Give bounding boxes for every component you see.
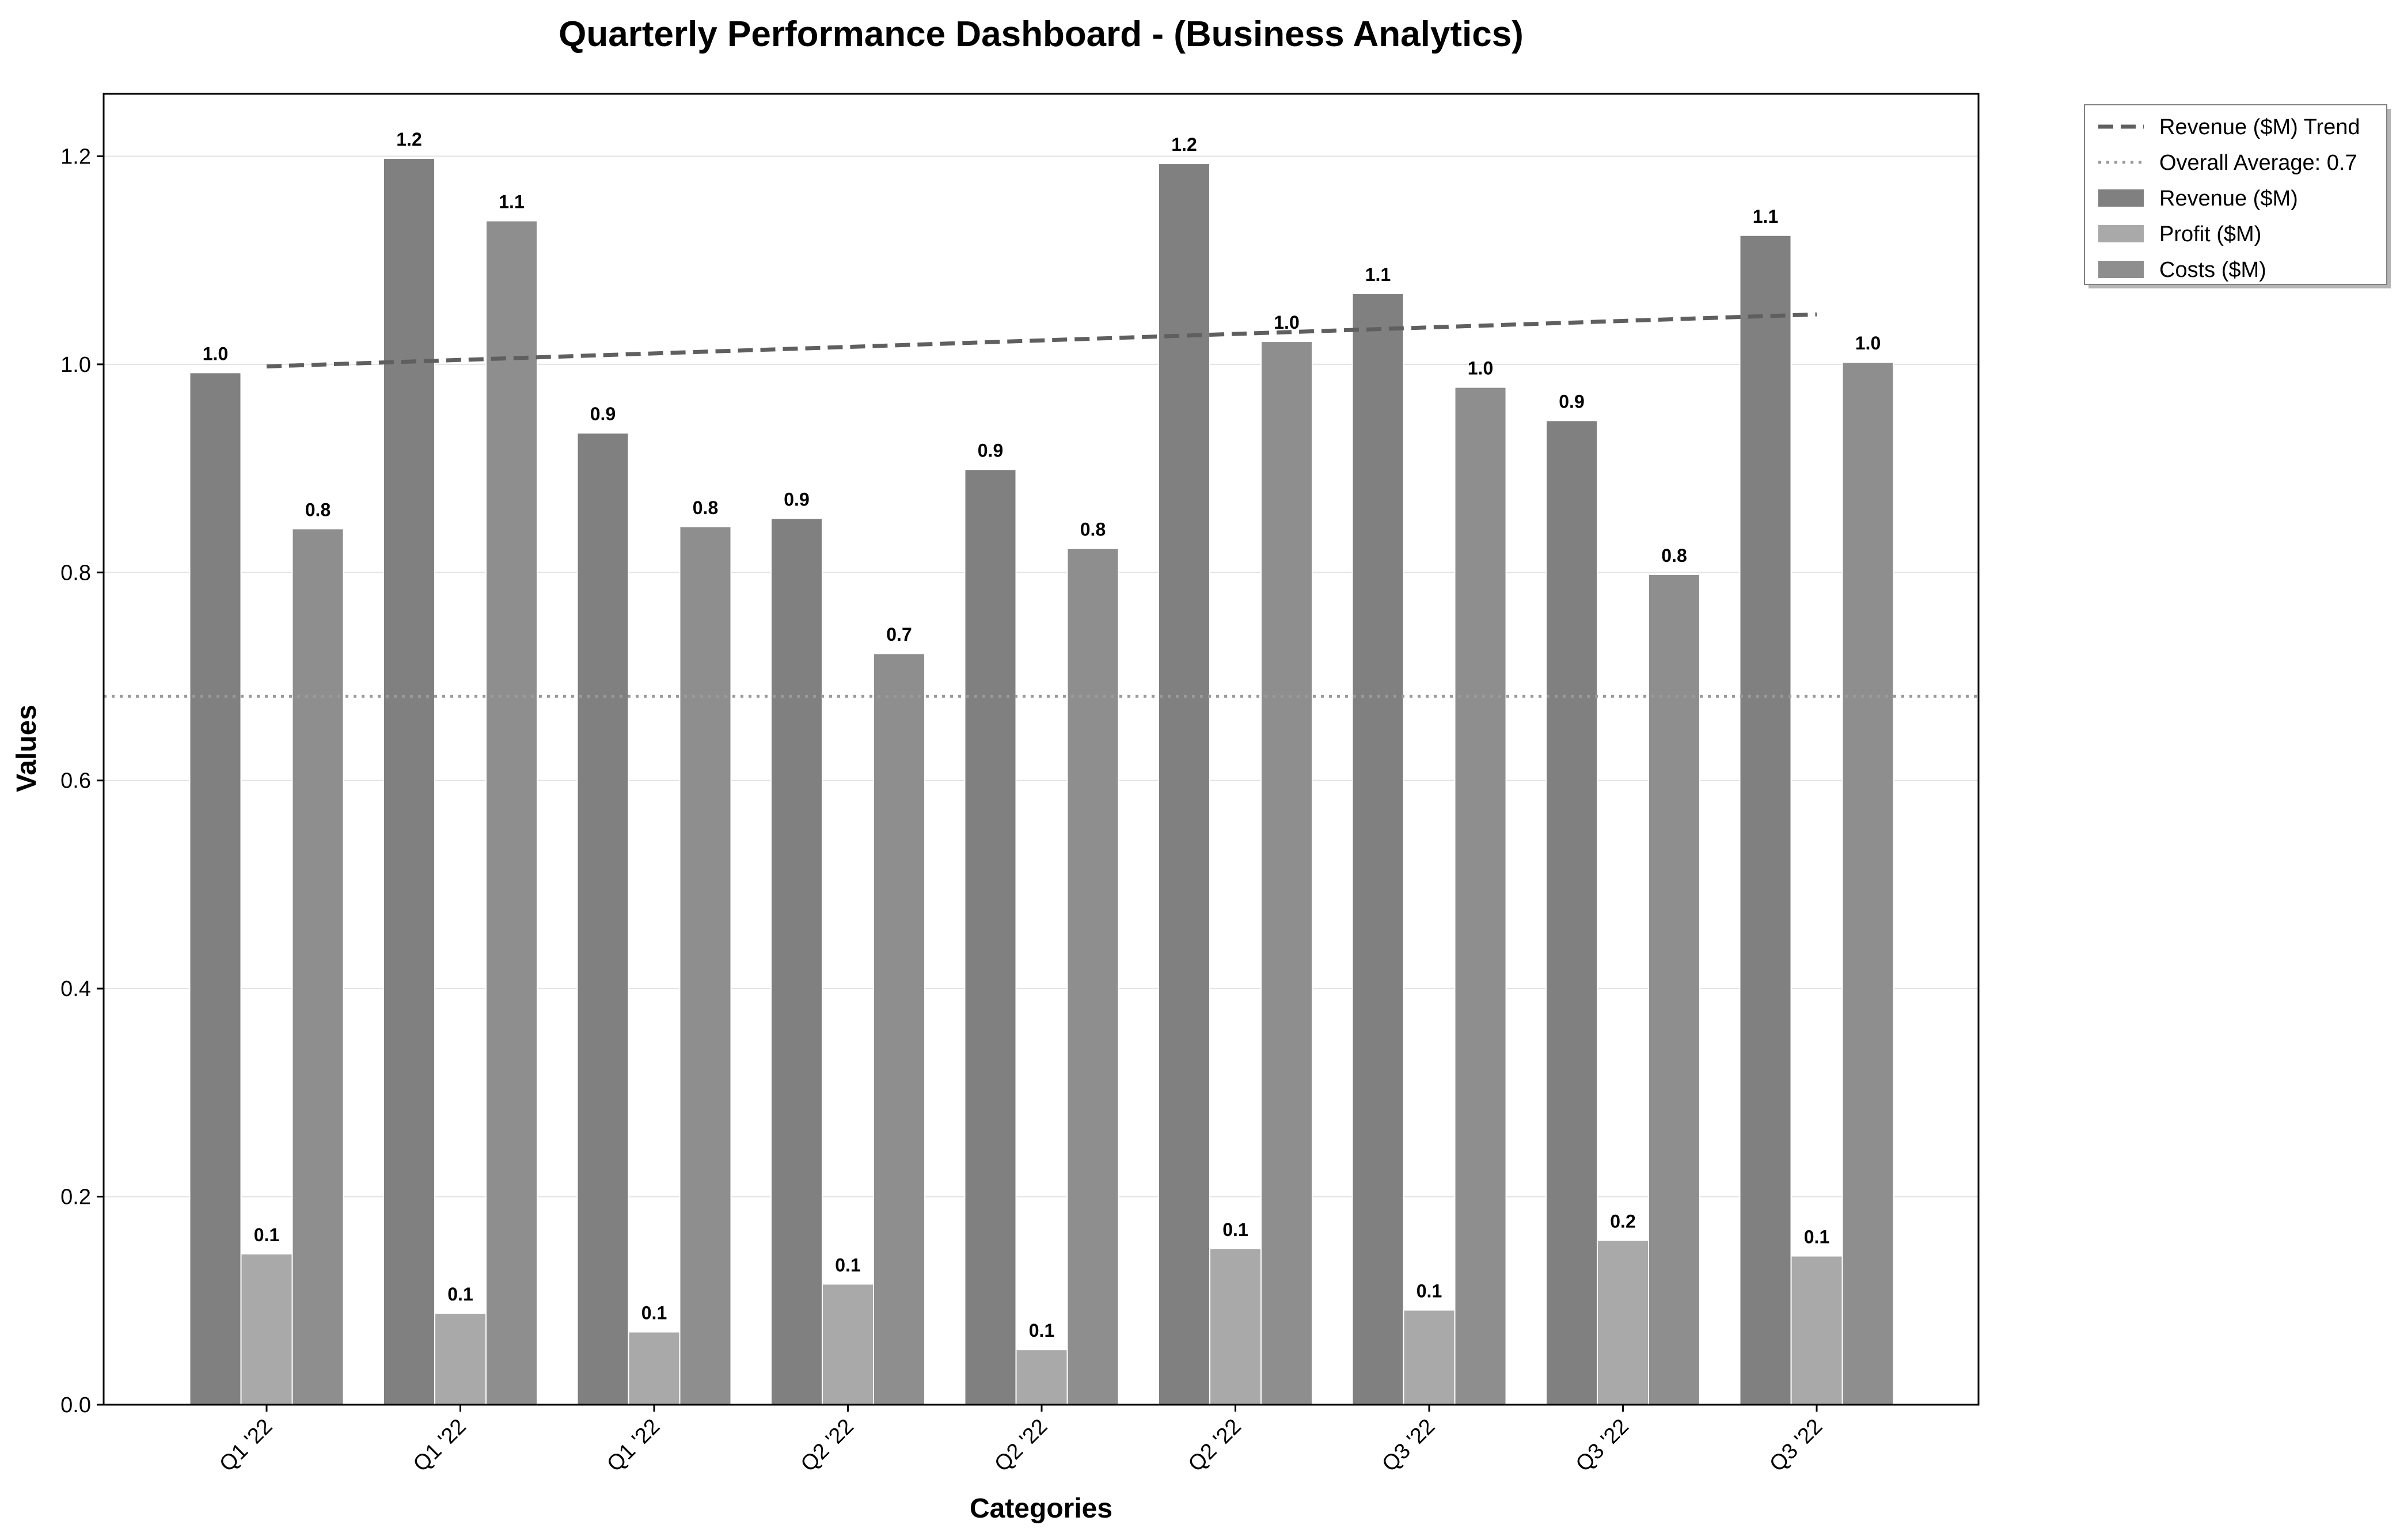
bar-value-label: 1.2 xyxy=(396,129,421,150)
bar-1-4 xyxy=(1015,1349,1068,1406)
legend-box xyxy=(2084,104,2387,285)
chart-title: Quarterly Performance Dashboard - (Busin… xyxy=(559,14,1524,54)
bar-0-6 xyxy=(1351,292,1404,1405)
bar-0-8 xyxy=(1739,234,1792,1405)
x-axis-label: Categories xyxy=(970,1493,1112,1524)
bar-value-label: 0.1 xyxy=(1804,1227,1829,1248)
bar-0-0 xyxy=(189,372,242,1405)
bar-2-1 xyxy=(485,220,538,1405)
bar-1-3 xyxy=(822,1283,874,1405)
bar-value-label: 0.8 xyxy=(1080,519,1106,540)
bar-2-5 xyxy=(1260,341,1313,1405)
bar-2-2 xyxy=(679,526,732,1405)
legend-series-label: Costs ($M) xyxy=(2159,258,2266,282)
legend: Revenue ($M) Trend Overall Average: 0.7 Re… xyxy=(2084,104,2391,288)
bar-2-3 xyxy=(873,653,925,1405)
bar-value-label: 1.1 xyxy=(1365,264,1391,285)
legend-swatch-2 xyxy=(2098,261,2144,278)
bar-1-2 xyxy=(628,1331,681,1405)
bar-1-0 xyxy=(240,1253,293,1406)
bars-layer: 1.0 1.2 0.9 0.9 0.9 1.2 1.1 0.9 1.1 0.1 0.1 0.1 0.1 0… xyxy=(189,129,1894,1406)
bar-value-label: 1.1 xyxy=(499,191,524,212)
bar-value-label: 0.9 xyxy=(978,440,1003,461)
bar-value-label: 0.1 xyxy=(447,1284,473,1305)
bar-value-label: 0.1 xyxy=(641,1303,667,1324)
bar-value-label: 1.0 xyxy=(1274,312,1299,333)
bar-value-label: 0.8 xyxy=(693,497,718,518)
legend-series-label: Revenue ($M) xyxy=(2159,187,2298,211)
legend-series-label: Profit ($M) xyxy=(2159,222,2261,246)
bar-value-label: 0.9 xyxy=(784,489,809,509)
bar-2-4 xyxy=(1066,547,1119,1405)
bar-1-7 xyxy=(1597,1239,1649,1405)
bar-value-label: 0.9 xyxy=(1559,391,1584,412)
y-tick-label: 0.0 xyxy=(60,1393,91,1417)
bar-1-5 xyxy=(1209,1248,1262,1405)
legend-average-label: Overall Average: 0.7 xyxy=(2159,151,2357,175)
bar-value-label: 1.0 xyxy=(203,343,228,364)
bar-value-label: 0.1 xyxy=(835,1254,860,1275)
bar-value-label: 1.2 xyxy=(1171,134,1197,155)
legend-trend-label: Revenue ($M) Trend xyxy=(2159,115,2360,139)
y-tick-label: 0.4 xyxy=(60,977,91,1001)
legend-swatch-1 xyxy=(2098,225,2144,242)
bar-0-4 xyxy=(964,469,1017,1406)
trend-line xyxy=(266,312,1817,368)
bar-value-label: 0.1 xyxy=(1222,1219,1248,1240)
bar-value-label: 1.1 xyxy=(1753,206,1778,227)
bar-value-label: 0.9 xyxy=(590,404,616,424)
lines-layer xyxy=(104,312,1979,698)
bar-1-8 xyxy=(1790,1255,1843,1406)
bar-0-5 xyxy=(1158,163,1210,1405)
bar-value-label: 1.0 xyxy=(1855,333,1881,353)
bar-value-label: 0.2 xyxy=(1610,1211,1635,1231)
y-axis-label: Values xyxy=(12,705,42,792)
legend-swatch-0 xyxy=(2098,189,2144,207)
bar-value-label: 1.0 xyxy=(1468,358,1493,379)
y-tick-label: 1.2 xyxy=(60,145,91,169)
y-tick-label: 1.0 xyxy=(60,353,91,377)
bar-0-2 xyxy=(576,432,629,1406)
bar-value-label: 0.1 xyxy=(254,1225,279,1245)
bar-1-6 xyxy=(1403,1309,1456,1406)
bar-value-label: 0.8 xyxy=(1661,545,1687,566)
bar-1-1 xyxy=(434,1312,487,1405)
bar-value-label: 0.7 xyxy=(886,624,912,645)
bar-2-0 xyxy=(291,528,344,1405)
bar-value-label: 0.1 xyxy=(1417,1281,1442,1302)
bar-2-6 xyxy=(1454,386,1507,1405)
y-tick-label: 0.8 xyxy=(60,561,91,585)
bar-2-8 xyxy=(1841,362,1894,1406)
y-tick-label: 0.6 xyxy=(60,769,91,793)
bar-0-3 xyxy=(770,518,823,1405)
bar-0-1 xyxy=(383,158,435,1405)
bar-value-label: 0.1 xyxy=(1029,1320,1054,1341)
y-tick-label: 0.2 xyxy=(60,1185,91,1210)
bar-value-label: 0.8 xyxy=(305,499,331,520)
bar-0-7 xyxy=(1545,420,1598,1405)
bar-2-7 xyxy=(1648,573,1700,1405)
